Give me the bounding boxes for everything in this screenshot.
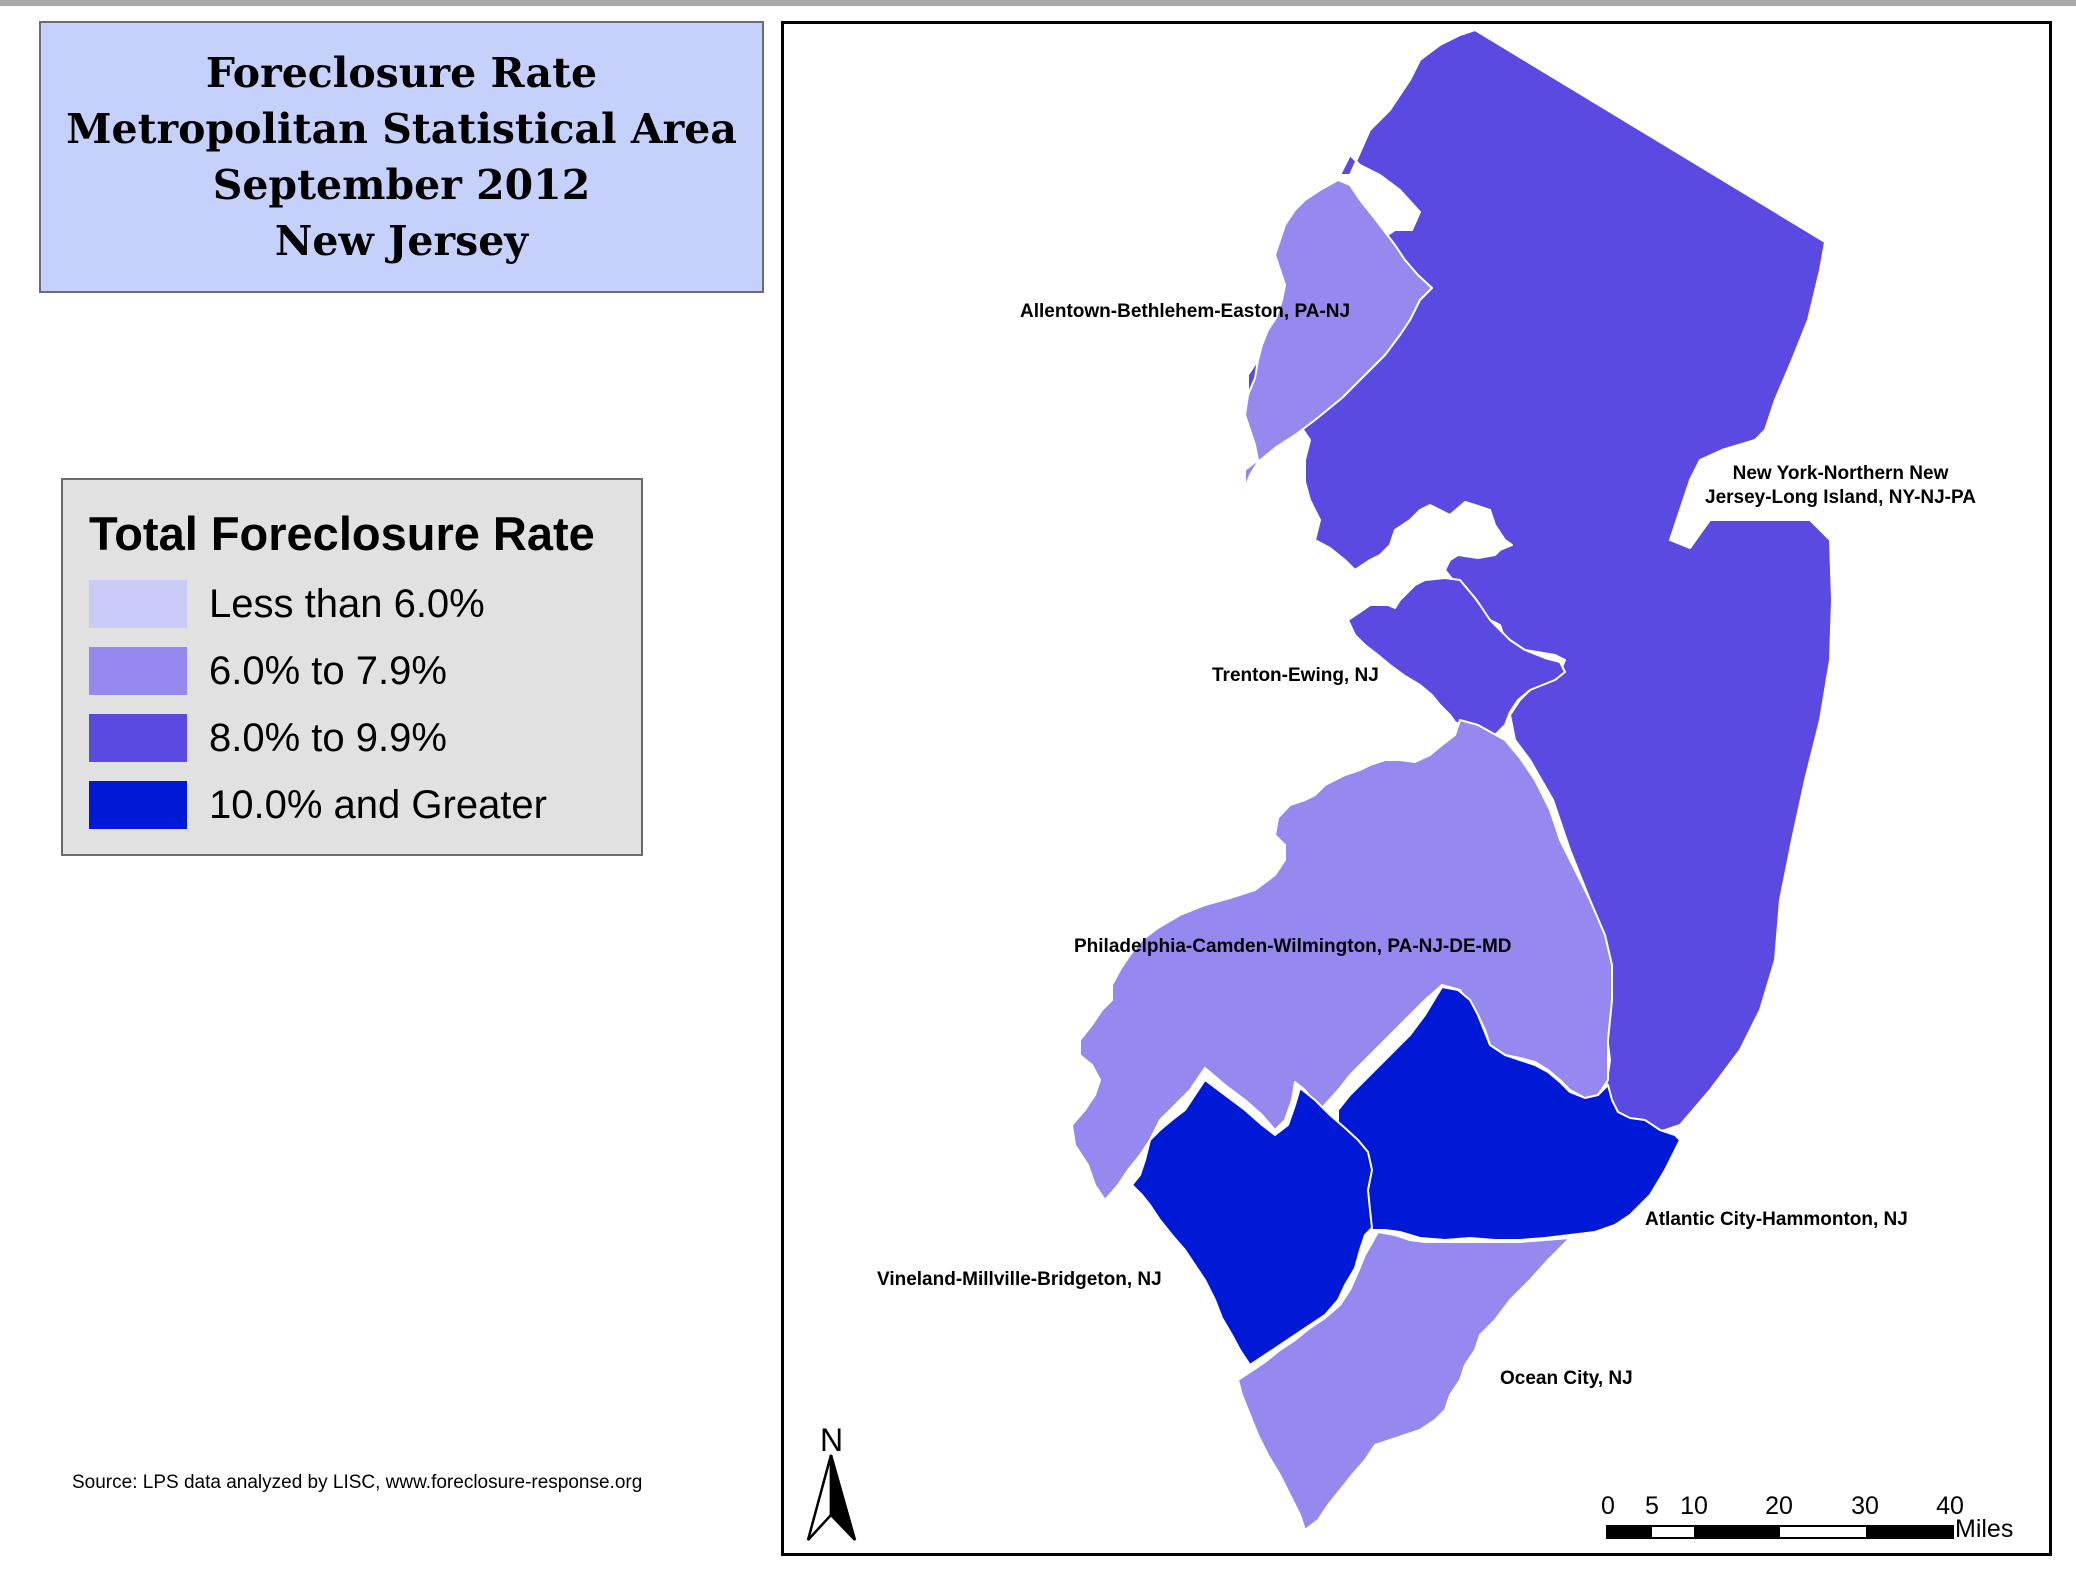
- legend-item-less-than-6: Less than 6.0%: [89, 580, 629, 628]
- label-vineland: Vineland-Millville-Bridgeton, NJ: [877, 1269, 1162, 1290]
- legend-swatch: [89, 781, 187, 829]
- legend: Total Foreclosure Rate Less than 6.0% 6.…: [61, 478, 643, 856]
- scale-segment: [1866, 1527, 1952, 1537]
- region-philadelphia[interactable]: [1071, 719, 1613, 1201]
- north-arrow-label: N: [820, 1422, 844, 1458]
- region-trenton[interactable]: [1347, 577, 1566, 736]
- scale-tick-0: 0: [1601, 1492, 1615, 1520]
- legend-title: Total Foreclosure Rate: [89, 507, 595, 560]
- label-ocean-city: Ocean City, NJ: [1500, 1368, 1633, 1389]
- title-line-1: Foreclosure Rate: [205, 49, 598, 97]
- legend-label: Less than 6.0%: [209, 582, 485, 626]
- scale-bar: [1606, 1525, 1954, 1539]
- legend-swatch: [89, 714, 187, 762]
- scale-segment: [1608, 1527, 1652, 1537]
- label-allentown: Allentown-Bethlehem-Easton, PA-NJ: [1020, 301, 1351, 322]
- north-arrow-icon: [806, 1454, 857, 1541]
- source-note: Source: LPS data analyzed by LISC, www.f…: [72, 1472, 643, 1493]
- scale-tick-10: 10: [1680, 1492, 1708, 1520]
- label-new-york-line-2: Jersey-Long Island, NY-NJ-PA: [1705, 487, 1976, 508]
- top-rule: [0, 0, 2076, 6]
- legend-item-6-to-7-9: 6.0% to 7.9%: [89, 647, 629, 695]
- label-new-york-line-1: New York-Northern New: [1732, 463, 1949, 484]
- map-title-box: Foreclosure Rate Metropolitan Statistica…: [39, 21, 764, 293]
- scale-tick-40: 40: [1936, 1492, 1964, 1520]
- legend-item-8-to-9-9: 8.0% to 9.9%: [89, 714, 629, 762]
- label-trenton: Trenton-Ewing, NJ: [1212, 665, 1379, 686]
- legend-item-10-and-greater: 10.0% and Greater: [89, 781, 629, 829]
- region-vineland[interactable]: [1131, 1079, 1373, 1366]
- region-ocean-city[interactable]: [1237, 1231, 1571, 1531]
- scale-segment: [1694, 1527, 1780, 1537]
- title-line-4: New Jersey: [274, 217, 529, 265]
- region-allentown[interactable]: [1244, 179, 1433, 489]
- legend-label: 10.0% and Greater: [209, 783, 547, 827]
- scale-tick-30: 30: [1851, 1492, 1879, 1520]
- label-philadelphia: Philadelphia-Camden-Wilmington, PA-NJ-DE…: [1074, 936, 1512, 957]
- legend-swatch: [89, 580, 187, 628]
- label-atlantic-city: Atlantic City-Hammonton, NJ: [1645, 1209, 1908, 1230]
- scale-units-label: Miles: [1955, 1515, 2014, 1543]
- title-line-2: Metropolitan Statistical Area: [66, 105, 737, 153]
- legend-swatch: [89, 647, 187, 695]
- title-line-3: September 2012: [212, 161, 591, 209]
- label-new-york: New York-Northern New Jersey-Long Island…: [1705, 462, 1976, 510]
- scale-tick-20: 20: [1765, 1492, 1793, 1520]
- legend-label: 6.0% to 7.9%: [209, 649, 447, 693]
- legend-label: 8.0% to 9.9%: [209, 716, 447, 760]
- scale-tick-5: 5: [1645, 1492, 1659, 1520]
